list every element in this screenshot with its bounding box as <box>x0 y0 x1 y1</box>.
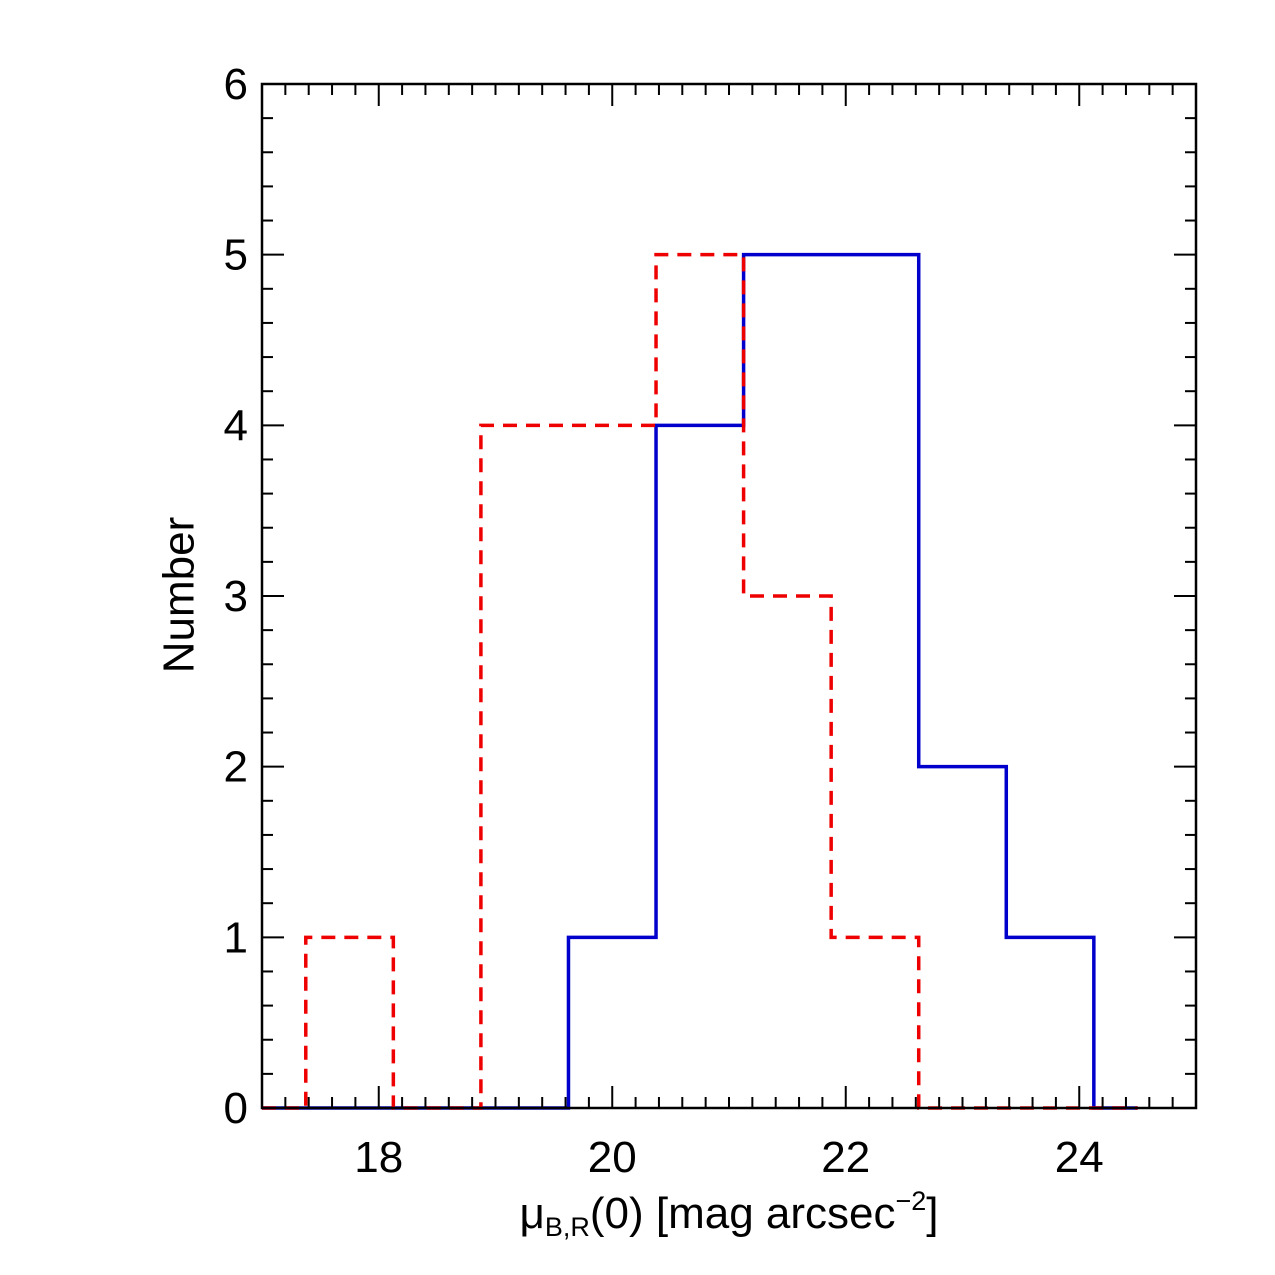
x-axis-title-subscript: B,R <box>545 1212 590 1242</box>
x-axis-title-close: ] <box>926 1189 938 1238</box>
y-tick-label: 1 <box>224 913 248 962</box>
y-tick-label: 0 <box>224 1084 248 1133</box>
x-tick-label: 24 <box>1055 1133 1104 1182</box>
x-tick-label: 22 <box>821 1133 870 1182</box>
x-axis-title: μB,R(0) [mag arcsec−2] <box>519 1186 938 1242</box>
y-tick-label: 4 <box>224 401 248 450</box>
tick-labels: 18 20 22 24 0 1 2 3 4 5 6 <box>224 60 1104 1182</box>
y-tick-label: 3 <box>224 572 248 621</box>
x-tick-label: 18 <box>354 1133 403 1182</box>
x-axis-title-superscript: −2 <box>895 1186 926 1216</box>
series-layer <box>262 252 1138 1110</box>
x-axis-title-symbol: μ <box>519 1189 544 1238</box>
plot-frame <box>260 82 1198 1110</box>
histogram-series-1 <box>262 252 1138 1110</box>
x-tick-label: 20 <box>588 1133 637 1182</box>
x-axis-title-main: (0) [mag arcsec <box>590 1189 896 1238</box>
y-axis-title: Number <box>155 517 204 674</box>
y-tick-label: 6 <box>224 60 248 109</box>
histogram-series-2 <box>262 252 1138 1110</box>
tick-marks <box>261 83 1197 1109</box>
y-tick-label: 2 <box>224 743 248 792</box>
y-tick-label: 5 <box>224 231 248 280</box>
